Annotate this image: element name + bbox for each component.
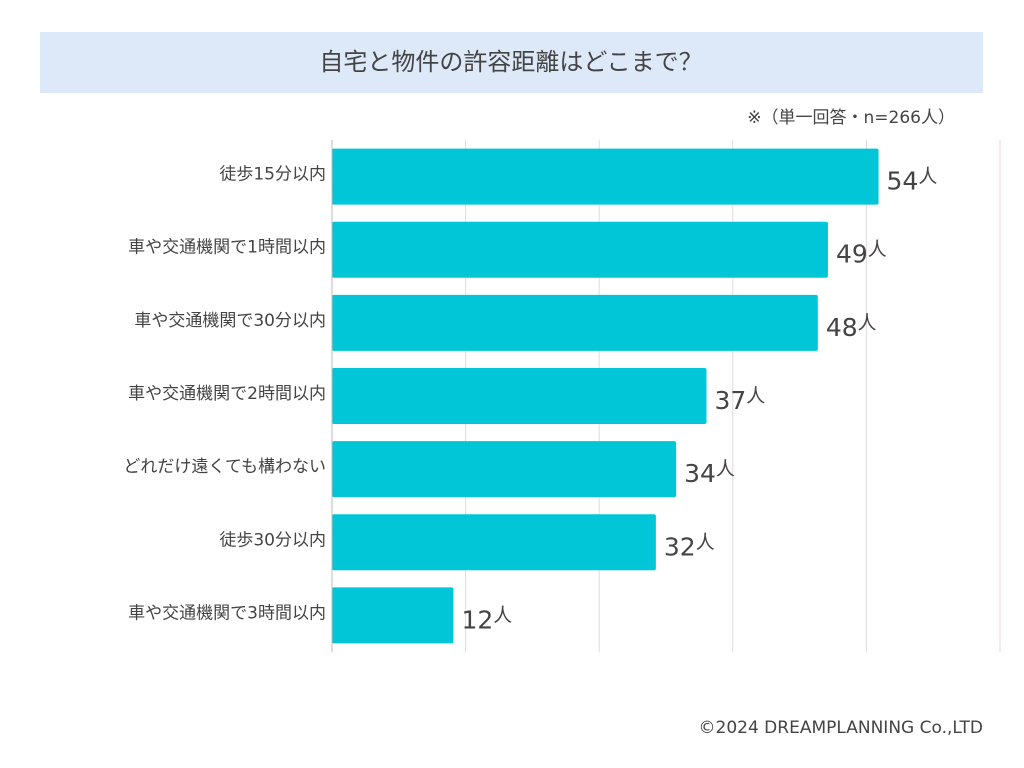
value-label: 32人 — [664, 531, 715, 562]
footer: ©2024 DREAMPLANNING Co.,LTD — [699, 718, 983, 738]
value-unit: 人 — [716, 458, 735, 480]
y-tick-label: どれだけ遠くても構わない — [123, 457, 326, 477]
bar — [332, 441, 677, 498]
chart-title: 自宅と物件の許容距離はどこまで？ — [319, 48, 702, 76]
subtitle: ※（単一回答・n=266人） — [747, 108, 955, 128]
value-number: 49 — [836, 240, 868, 269]
bar — [332, 221, 828, 278]
value-label: 37人 — [714, 385, 765, 416]
value-label: 49人 — [836, 238, 887, 269]
value-label: 12人 — [461, 604, 512, 635]
y-tick-label: 車や交通機関で3時間以内 — [128, 603, 326, 623]
y-tick-label: 車や交通機関で1時間以内 — [128, 238, 326, 258]
bar — [332, 587, 454, 644]
y-tick-label: 徒歩30分以内 — [219, 530, 326, 550]
bar — [332, 294, 818, 351]
value-number: 37 — [714, 386, 746, 415]
y-tick-label: 車や交通機関で2時間以内 — [128, 384, 326, 404]
value-unit: 人 — [858, 311, 877, 333]
y-tick-label: 徒歩15分以内 — [219, 165, 326, 185]
title-band — [40, 32, 983, 93]
value-unit: 人 — [868, 238, 887, 260]
value-unit: 人 — [746, 385, 765, 407]
value-label: 54人 — [887, 165, 938, 196]
value-unit: 人 — [493, 604, 512, 626]
value-label: 48人 — [826, 311, 877, 342]
value-unit: 人 — [696, 531, 715, 553]
value-unit: 人 — [918, 165, 937, 187]
value-number: 48 — [826, 313, 858, 342]
value-number: 54 — [887, 167, 919, 196]
value-number: 32 — [664, 532, 696, 561]
bar — [332, 148, 879, 205]
bar — [332, 514, 656, 571]
y-tick-label: 車や交通機関で30分以内 — [134, 311, 326, 331]
bar — [332, 368, 707, 424]
value-label: 34人 — [684, 458, 735, 489]
value-number: 12 — [461, 605, 493, 634]
value-number: 34 — [684, 459, 716, 488]
